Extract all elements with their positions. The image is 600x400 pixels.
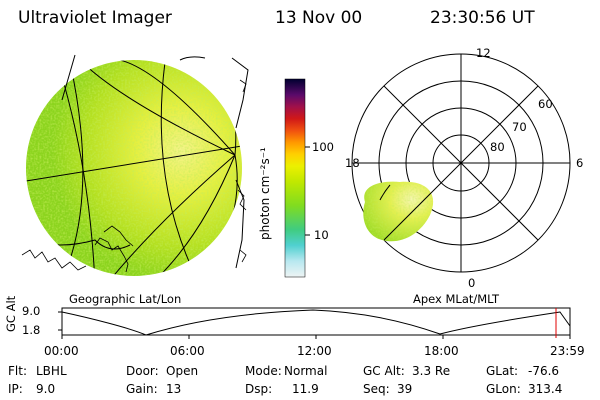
glat-label: GLat: bbox=[486, 364, 519, 378]
seq-value: 39 bbox=[397, 382, 413, 396]
flt-value: LBHL bbox=[36, 364, 67, 378]
timeline-xtick-1200: 12:00 bbox=[297, 344, 332, 358]
flt-label: Flt: bbox=[8, 364, 27, 378]
geographic-image bbox=[21, 54, 249, 276]
ip-value: 9.0 bbox=[36, 382, 56, 396]
door-label: Door: bbox=[126, 364, 159, 378]
mlt-label-12: 12 bbox=[476, 46, 491, 60]
timeline-xtick-1800: 18:00 bbox=[424, 344, 459, 358]
mlat-label-60: 60 bbox=[538, 97, 553, 111]
mlt-label-6: 6 bbox=[576, 156, 584, 170]
mode-label: Mode: bbox=[245, 364, 282, 378]
colorbar-tick-100: 100 bbox=[312, 140, 334, 154]
timeline-ytick-low: 1.8 bbox=[22, 323, 41, 337]
altitude-timeline bbox=[58, 307, 571, 339]
gain-label: Gain: bbox=[126, 382, 158, 396]
mode-value: Normal bbox=[284, 364, 328, 378]
auroral-blob bbox=[363, 181, 434, 242]
glon-value: 313.4 bbox=[528, 382, 563, 396]
seq-label: Seq: bbox=[363, 382, 390, 396]
glon-label: GLon: bbox=[486, 382, 521, 396]
timeline-ylabel: GC Alt bbox=[4, 295, 18, 332]
gcalt-label: GC Alt: bbox=[363, 364, 405, 378]
door-value: Open bbox=[166, 364, 199, 378]
geographic-panel-label: Geographic Lat/Lon bbox=[69, 292, 182, 306]
gain-value: 13 bbox=[166, 382, 182, 396]
mlat-label-80: 80 bbox=[490, 140, 505, 154]
mlat-label-70: 70 bbox=[512, 120, 527, 134]
colorbar-tick-10: 10 bbox=[314, 228, 329, 242]
colorbar-unit-label: photon cm⁻²s⁻¹ bbox=[258, 147, 272, 240]
colorbar bbox=[284, 78, 310, 278]
mlt-label-0: 0 bbox=[468, 276, 476, 290]
apex-panel-label: Apex MLat/MLT bbox=[413, 292, 500, 306]
timeline-xtick-2359: 23:59 bbox=[550, 344, 585, 358]
timeline-ytick-high: 9.0 bbox=[22, 304, 41, 318]
gcalt-value: 3.3 Re bbox=[412, 364, 451, 378]
mlt-label-18: 18 bbox=[345, 156, 360, 170]
ip-label: IP: bbox=[8, 382, 23, 396]
date-label: 13 Nov 00 bbox=[275, 8, 363, 28]
dsp-value: 11.9 bbox=[292, 382, 319, 396]
timeline-xtick-0000: 00:00 bbox=[44, 344, 79, 358]
glat-value: -76.6 bbox=[528, 364, 560, 378]
timeline-xtick-0600: 06:00 bbox=[170, 344, 205, 358]
app-title: Ultraviolet Imager bbox=[18, 8, 172, 28]
time-label: 23:30:56 UT bbox=[430, 8, 535, 28]
dsp-label: Dsp: bbox=[245, 382, 273, 396]
